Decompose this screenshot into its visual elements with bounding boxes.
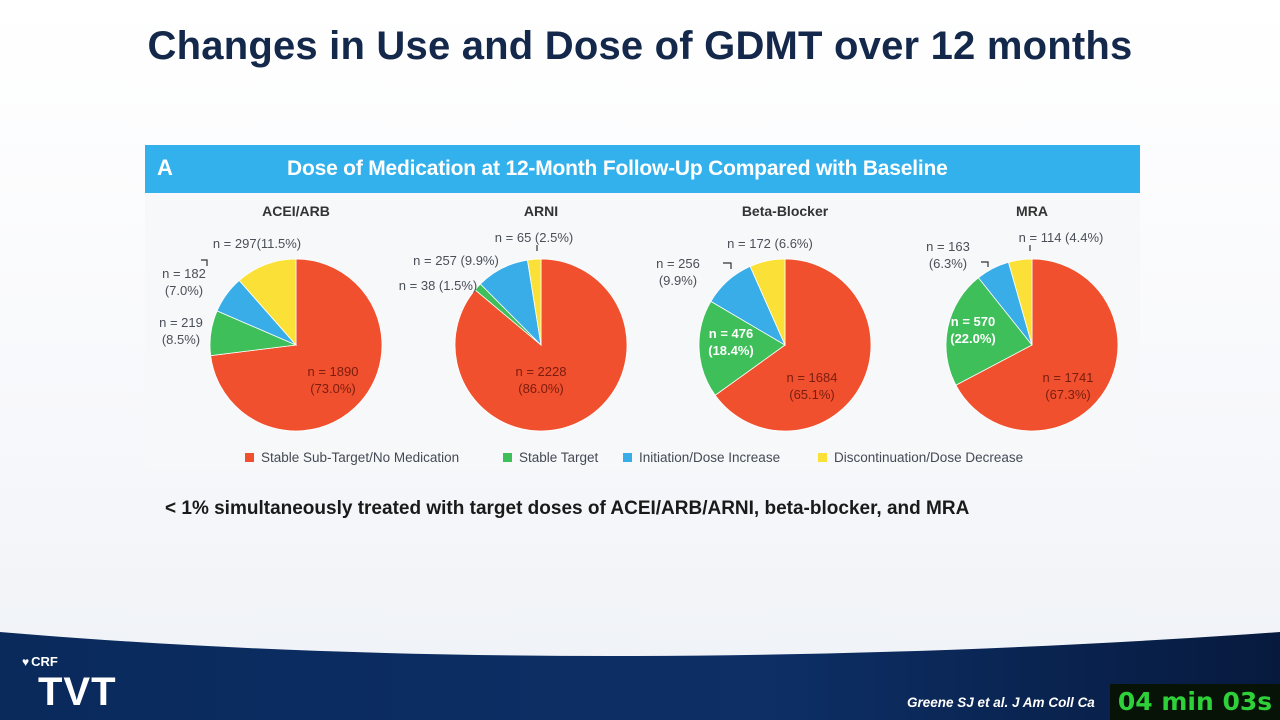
pie-chart-0: ACEI/ARB n = 1890 (73.0%) n = 219 (8.5%) n = … [159, 203, 383, 432]
slice-label-sub-target: n = 1684 (65.1%) [787, 370, 838, 402]
legend-label-stable-target: Stable Target [519, 450, 599, 465]
slice-label-decrease: n = 65 (2.5%) [495, 230, 573, 245]
pie-chart-title: ACEI/ARB [262, 203, 330, 219]
figure-title: Dose of Medication at 12-Month Follow-Up… [287, 157, 948, 180]
legend-swatch-increase [623, 453, 632, 462]
legend-swatch-decrease [818, 453, 827, 462]
slice-label-decrease: n = 297(11.5%) [213, 236, 301, 251]
slice-label-increase: n = 257 (9.9%) [413, 253, 499, 268]
pie-slice-stable-target [945, 277, 1033, 386]
slice-label-sub-target: n = 2228 (86.0%) [516, 364, 567, 396]
legend-swatch-stable-target [503, 453, 512, 462]
leader-line [201, 259, 208, 266]
pie-chart-2: Beta-Blocker n = 1684 (65.1%) n = 476 (18.4%… [656, 203, 872, 432]
pie-slice-stable-target [698, 300, 786, 396]
legend-item-stable-target: Stable Target [503, 450, 598, 465]
legend-label-increase: Initiation/Dose Increase [639, 450, 781, 465]
footnote-text: < 1% simultaneously treated with target … [165, 498, 970, 519]
pie-slice-decrease [749, 258, 786, 346]
legend-item-increase: Initiation/Dose Increase [623, 450, 780, 465]
timer-display: 04 min 03s [1110, 684, 1280, 720]
slice-label-stable-target: n = 219 (8.5%) [159, 315, 203, 347]
slice-label-decrease: n = 114 (4.4%) [1019, 230, 1104, 245]
pie-slice-sub-target [955, 258, 1119, 432]
slice-label-sub-target: n = 1741 (67.3%) [1043, 370, 1094, 402]
slice-label-sub-target: n = 1890 (73.0%) [308, 364, 359, 396]
slice-label-decrease: n = 172 (6.6%) [727, 236, 813, 251]
slice-label-stable-target: n = 570 (22.0%) [950, 314, 996, 346]
legend-swatch-sub-target [245, 453, 254, 462]
footer-bar: ♥ CRF TVT Greene SJ et al. J Am Coll Ca 0… [0, 632, 1280, 720]
pie-chart-title: ARNI [524, 203, 558, 219]
figure-header: A Dose of Medication at 12-Month Follow-… [145, 145, 1140, 193]
chart-legend: Stable Sub-Target/No Medication Stable T… [245, 450, 1065, 468]
slice-label-increase: n = 256 (9.9%) [656, 256, 700, 288]
citation-text: Greene SJ et al. J Am Coll Ca [907, 695, 1095, 710]
pie-chart-title: Beta-Blocker [742, 203, 829, 219]
footer-wave-shape [0, 632, 1280, 720]
pie-chart-title: MRA [1016, 203, 1048, 219]
slice-label-increase: n = 182 (7.0%) [162, 266, 206, 298]
legend-label-sub-target: Stable Sub-Target/No Medication [261, 450, 460, 465]
crf-logo-text: CRF [31, 654, 58, 669]
slice-label-increase: n = 163 (6.3%) [926, 239, 970, 271]
legend-item-decrease: Discontinuation/Dose Decrease [818, 450, 1023, 465]
legend-item-sub-target: Stable Sub-Target/No Medication [245, 450, 459, 465]
heart-icon: ♥ [22, 655, 30, 669]
slide-title: Changes in Use and Dose of GDMT over 12 … [147, 24, 1133, 68]
pie-slice-sub-target [714, 258, 872, 432]
pie-slice-sub-target [454, 258, 628, 432]
figure-panel-letter: A [157, 155, 173, 180]
pie-slice-decrease [527, 258, 542, 346]
leader-line [723, 262, 732, 269]
pie-slice-decrease [1008, 258, 1033, 346]
slice-label-stable-target: n = 476 (18.4%) [708, 326, 754, 358]
legend-label-decrease: Discontinuation/Dose Decrease [834, 450, 1024, 465]
slice-label-stable-target: n = 38 (1.5%) [399, 278, 477, 293]
pie-chart-1: ARNI n = 2228 (86.0%) n = 38 (1.5%) n = 257 … [399, 203, 628, 432]
pie-charts-svg: ACEI/ARB n = 1890 (73.0%) n = 219 (8.5%) n = … [159, 203, 1119, 432]
crf-logo: ♥ CRF [22, 654, 58, 669]
pie-slice-decrease [238, 258, 297, 347]
pie-chart-figure: A Dose of Medication at 12-Month Follow-… [145, 145, 1140, 470]
pie-chart-3: MRA n = 1741 (67.3%) n = 570 (22.0%) n = 163(… [926, 203, 1119, 432]
tvt-logo: TVT [38, 670, 117, 714]
leader-line [981, 261, 989, 267]
